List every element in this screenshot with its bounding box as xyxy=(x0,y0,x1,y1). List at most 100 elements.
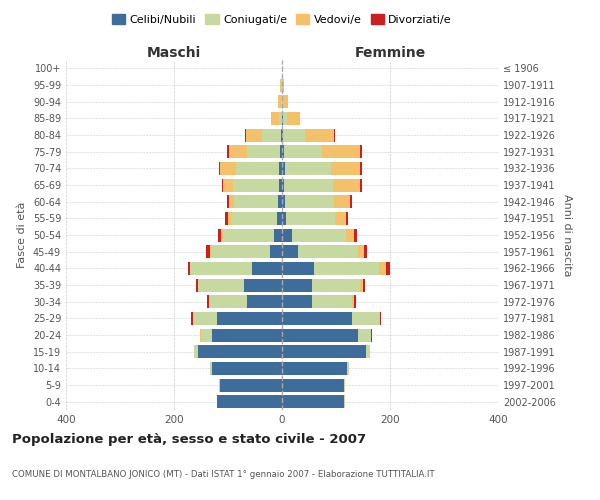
Bar xyxy=(283,78,284,92)
Bar xyxy=(360,162,362,175)
Bar xyxy=(280,178,282,192)
Bar xyxy=(282,345,366,358)
Bar xyxy=(218,228,221,241)
Bar xyxy=(379,262,386,275)
Bar xyxy=(280,162,282,175)
Bar xyxy=(280,78,281,92)
Bar xyxy=(246,128,262,141)
Bar xyxy=(191,312,193,325)
Bar xyxy=(244,278,282,291)
Bar xyxy=(334,128,335,141)
Bar xyxy=(282,145,284,158)
Bar xyxy=(217,312,282,325)
Bar xyxy=(217,395,282,408)
Bar xyxy=(346,228,354,241)
Bar xyxy=(322,145,360,158)
Bar xyxy=(283,128,305,141)
Bar xyxy=(282,262,314,275)
Bar xyxy=(282,212,286,225)
Bar xyxy=(358,328,371,342)
Bar xyxy=(331,162,360,175)
Bar xyxy=(187,262,190,275)
Bar xyxy=(270,245,282,258)
Bar xyxy=(221,178,223,192)
Bar xyxy=(282,378,344,392)
Bar xyxy=(253,262,282,275)
Bar xyxy=(380,312,381,325)
Bar xyxy=(344,378,345,392)
Bar xyxy=(211,245,270,258)
Bar xyxy=(198,345,282,358)
Bar xyxy=(212,328,282,342)
Bar xyxy=(229,195,235,208)
Bar xyxy=(223,178,233,192)
Bar xyxy=(346,212,348,225)
Bar xyxy=(274,228,282,241)
Bar xyxy=(360,145,362,158)
Bar xyxy=(333,178,360,192)
Bar xyxy=(209,295,247,308)
Bar xyxy=(280,112,282,125)
Bar xyxy=(305,128,334,141)
Bar xyxy=(190,262,253,275)
Bar xyxy=(347,362,349,375)
Bar xyxy=(220,378,282,392)
Text: Popolazione per età, sesso e stato civile - 2007: Popolazione per età, sesso e stato civil… xyxy=(12,432,366,446)
Bar xyxy=(354,228,357,241)
Bar xyxy=(221,228,223,241)
Bar xyxy=(282,362,347,375)
Bar xyxy=(235,195,278,208)
Bar xyxy=(207,295,209,308)
Bar xyxy=(209,362,212,375)
Bar xyxy=(360,278,363,291)
Bar xyxy=(286,212,335,225)
Text: Femmine: Femmine xyxy=(355,46,425,60)
Bar xyxy=(282,312,352,325)
Bar xyxy=(281,128,282,141)
Bar xyxy=(236,162,280,175)
Bar xyxy=(284,178,333,192)
Bar xyxy=(282,295,312,308)
Bar xyxy=(227,145,229,158)
Bar xyxy=(312,295,352,308)
Bar xyxy=(228,212,230,225)
Bar xyxy=(363,278,365,291)
Bar xyxy=(282,328,358,342)
Y-axis label: Fasce di età: Fasce di età xyxy=(17,202,27,268)
Bar xyxy=(282,178,284,192)
Bar xyxy=(219,378,220,392)
Bar xyxy=(283,112,287,125)
Bar xyxy=(386,262,390,275)
Bar xyxy=(283,95,289,108)
Bar xyxy=(220,162,236,175)
Bar xyxy=(335,212,346,225)
Bar xyxy=(196,278,198,291)
Bar xyxy=(350,195,352,208)
Bar xyxy=(247,145,280,158)
Bar xyxy=(278,195,282,208)
Text: COMUNE DI MONTALBANO JONICO (MT) - Dati ISTAT 1° gennaio 2007 - Elaborazione TUT: COMUNE DI MONTALBANO JONICO (MT) - Dati … xyxy=(12,470,434,479)
Bar xyxy=(223,228,274,241)
Bar xyxy=(285,162,331,175)
Bar xyxy=(352,312,379,325)
Bar xyxy=(282,395,344,408)
Bar xyxy=(287,112,301,125)
Bar xyxy=(352,295,354,308)
Bar xyxy=(281,95,282,108)
Bar xyxy=(212,362,282,375)
Bar xyxy=(277,212,282,225)
Bar xyxy=(229,145,247,158)
Bar xyxy=(298,245,358,258)
Bar xyxy=(280,145,282,158)
Bar xyxy=(282,195,285,208)
Bar xyxy=(282,162,285,175)
Bar xyxy=(278,95,281,108)
Bar xyxy=(247,295,282,308)
Bar xyxy=(262,128,281,141)
Bar xyxy=(271,112,280,125)
Bar xyxy=(226,212,228,225)
Bar xyxy=(233,178,280,192)
Bar xyxy=(312,278,360,291)
Bar xyxy=(198,278,244,291)
Text: Maschi: Maschi xyxy=(147,46,201,60)
